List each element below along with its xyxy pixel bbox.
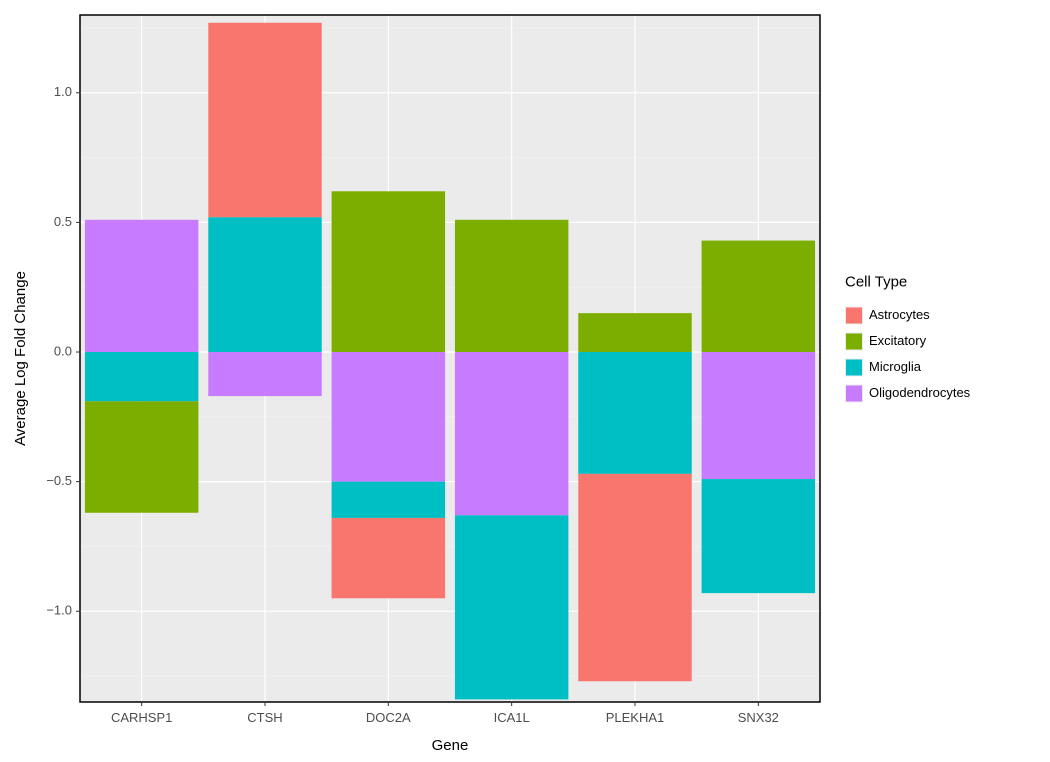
stacked-bar-chart: −1.0 −0.5 0.0 0.5 1.0 CARHSP1 CTSH DOC2A ICA1L PL… — [0, 0, 1050, 762]
legend-label: Astrocytes — [869, 307, 930, 322]
bar-segment — [85, 220, 198, 352]
bar-segment — [702, 352, 815, 479]
x-tick-label: SNX32 — [738, 710, 779, 725]
bar-segment — [578, 352, 691, 474]
bar-segment — [702, 241, 815, 352]
bar-segment — [702, 479, 815, 593]
bar-segment — [208, 217, 321, 352]
legend-label: Excitatory — [869, 333, 927, 348]
x-tick-label: DOC2A — [366, 710, 411, 725]
y-tick-label: 0.0 — [54, 343, 72, 358]
bar-segment — [85, 401, 198, 512]
bar-segment — [85, 352, 198, 401]
legend-swatch — [846, 360, 862, 376]
y-tick-label: 1.0 — [54, 84, 72, 99]
legend-swatch — [846, 334, 862, 350]
bar-segment — [208, 352, 321, 396]
y-tick-label: −1.0 — [46, 603, 72, 618]
bar-segment — [578, 313, 691, 352]
bar-segment — [332, 352, 445, 482]
x-tick-label: ICA1L — [494, 710, 530, 725]
x-tick-label: CARHSP1 — [111, 710, 172, 725]
legend-label: Oligodendrocytes — [869, 385, 971, 400]
y-tick-label: 0.5 — [54, 214, 72, 229]
bar-segment — [332, 191, 445, 352]
y-axis-label: Average Log Fold Change — [12, 271, 29, 446]
bar-segment — [208, 23, 321, 217]
legend-swatch — [846, 386, 862, 402]
bar-segment — [332, 482, 445, 518]
bar-segment — [578, 474, 691, 681]
x-axis-label: Gene — [432, 737, 469, 754]
bar-segment — [455, 220, 568, 352]
y-tick-label: −0.5 — [46, 473, 72, 488]
legend-label: Microglia — [869, 359, 922, 374]
x-tick-label: CTSH — [247, 710, 282, 725]
bar-segment — [455, 352, 568, 515]
x-tick-label: PLEKHA1 — [606, 710, 665, 725]
chart-container: −1.0 −0.5 0.0 0.5 1.0 CARHSP1 CTSH DOC2A ICA1L PL… — [0, 0, 1050, 762]
legend-title: Cell Type — [845, 274, 907, 291]
legend-swatch — [846, 308, 862, 324]
bar-segment — [332, 518, 445, 598]
bar-segment — [455, 515, 568, 699]
